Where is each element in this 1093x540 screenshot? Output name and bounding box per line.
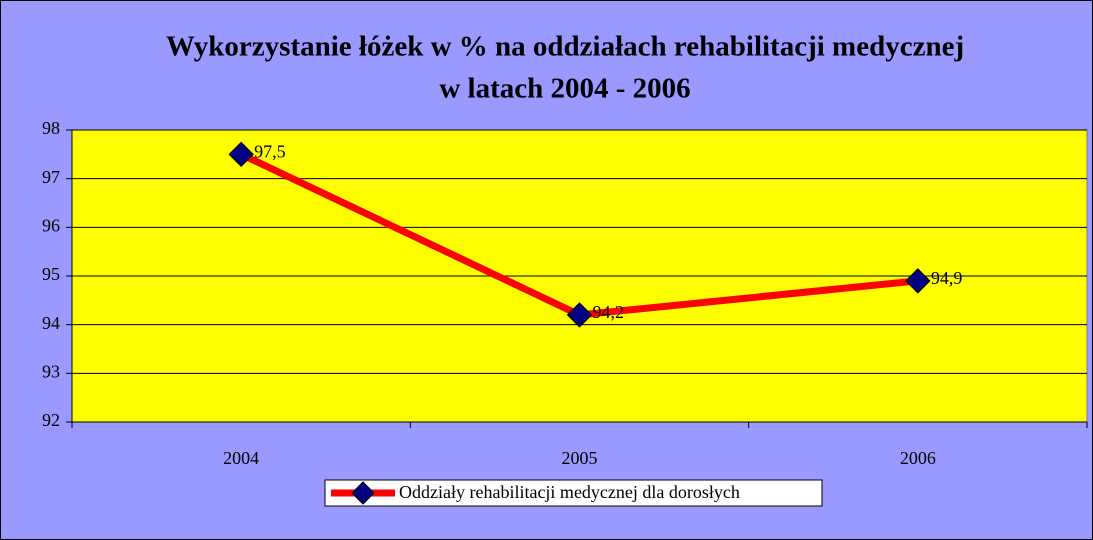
y-tick-label: 96 xyxy=(42,215,60,235)
y-tick-label: 98 xyxy=(42,118,60,138)
marker xyxy=(228,141,254,168)
legend-marker xyxy=(351,481,375,505)
x-tick-label: 2006 xyxy=(900,448,936,468)
legend-label: Oddziały rehabilitacji medycznej dla dor… xyxy=(399,482,740,502)
data-label: 97,5 xyxy=(254,141,286,161)
marker xyxy=(905,268,931,294)
marker xyxy=(566,302,593,328)
chart-title: w latach 2004 - 2006 xyxy=(439,73,690,105)
x-tick-label: 2005 xyxy=(562,448,598,468)
y-tick-label: 92 xyxy=(42,410,60,430)
data-label: 94,9 xyxy=(931,268,963,288)
legend xyxy=(324,479,823,507)
y-tick-label: 94 xyxy=(42,313,60,333)
y-tick-label: 95 xyxy=(42,264,60,284)
chart-title: Wykorzystanie łóżek w % na oddziałach re… xyxy=(166,31,964,63)
y-tick-label: 93 xyxy=(42,361,60,381)
data-label: 94,2 xyxy=(593,302,625,322)
x-tick-label: 2004 xyxy=(223,448,259,468)
y-tick-label: 97 xyxy=(42,167,60,187)
